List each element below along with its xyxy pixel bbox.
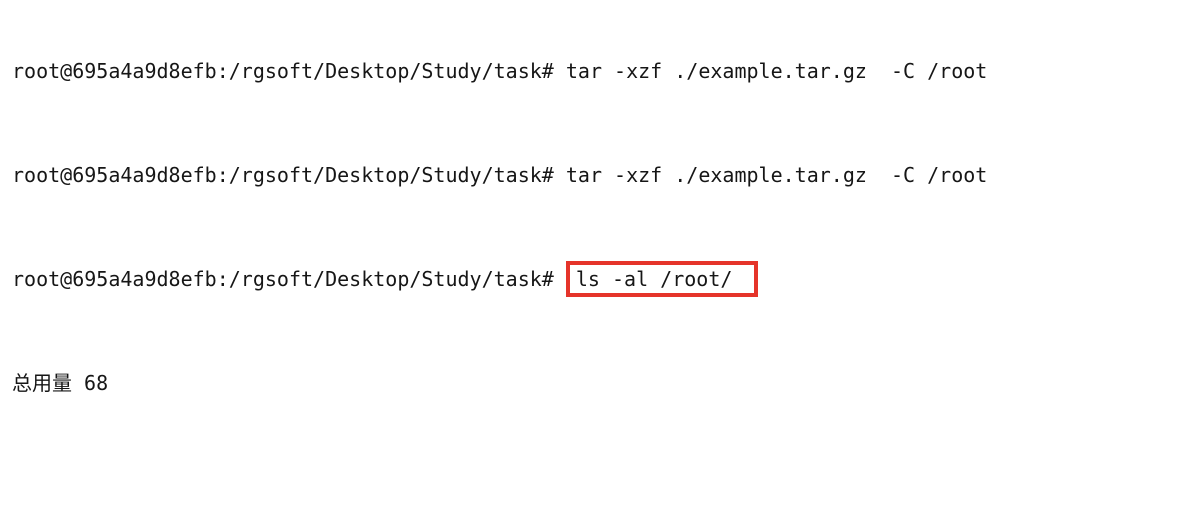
tar-command-line: root@695a4a9d8efb:/rgsoft/Desktop/Study/…: [12, 162, 1192, 188]
ls-command-line: root@695a4a9d8efb:/rgsoft/Desktop/Study/…: [12, 261, 1192, 297]
clipped-previous-line: root@695a4a9d8efb:/rgsoft/Desktop/Study/…: [12, 58, 1192, 84]
shell-prompt: root@695a4a9d8efb:/rgsoft/Desktop/Study/…: [12, 267, 554, 291]
ls-command-highlight-box: ls -al /root/: [565, 261, 759, 297]
clipped-line-text: root@695a4a9d8efb:/rgsoft/Desktop/Study/…: [12, 59, 988, 83]
total-usage-text: 总用量 68: [12, 371, 109, 395]
total-usage-line: 总用量 68: [12, 370, 1192, 396]
shell-prompt: root@695a4a9d8efb:/rgsoft/Desktop/Study/…: [12, 163, 554, 187]
file-listing: drwx------ 1 root root 4096 12月 14 11:05…: [12, 474, 1192, 514]
ls-command-text: ls -al /root/: [575, 267, 733, 291]
tar-command-text: tar -xzf ./example.tar.gz -C /root: [565, 163, 988, 187]
